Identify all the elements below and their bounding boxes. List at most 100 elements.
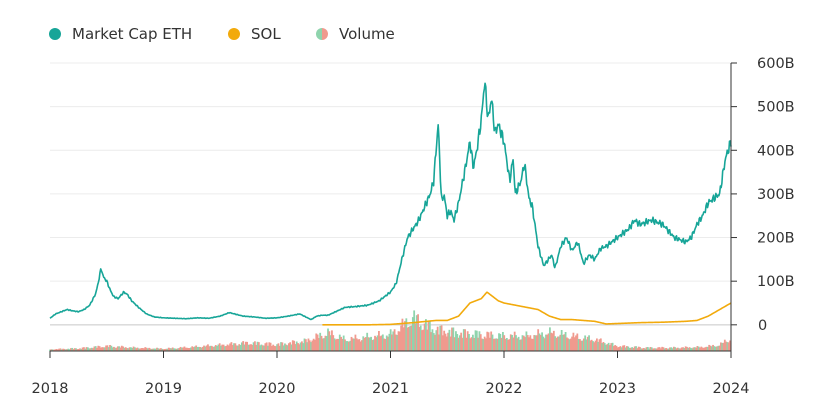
- volume-bar: [301, 341, 303, 351]
- volume-bar: [641, 348, 644, 351]
- volume-bar: [680, 347, 683, 351]
- volume-bar: [683, 347, 686, 351]
- volume-bar: [243, 344, 246, 351]
- volume-bar: [537, 329, 540, 351]
- volume-bar: [695, 347, 697, 351]
- volume-bar: [110, 345, 113, 351]
- volume-bar: [62, 348, 64, 351]
- volume-bar: [408, 326, 410, 351]
- volume-bar: [109, 344, 111, 351]
- volume-bar: [508, 339, 511, 351]
- volume-bar: [653, 348, 656, 351]
- volume-bar: [119, 347, 122, 351]
- y-tick-label-200b: 200B: [757, 231, 795, 247]
- volume-bar: [626, 346, 628, 351]
- volume-bar: [342, 335, 345, 351]
- volume-bar: [693, 347, 696, 351]
- volume-bar: [69, 348, 72, 351]
- volume-bar: [609, 345, 611, 351]
- volume-bar: [654, 348, 657, 351]
- volume-bar: [721, 342, 724, 351]
- volume-bar: [227, 345, 230, 351]
- volume-bar: [333, 338, 336, 351]
- volume-bar: [85, 347, 88, 351]
- volume-bar: [589, 340, 592, 351]
- volume-bar: [555, 337, 558, 351]
- volume-bar: [464, 329, 466, 351]
- volume-bar: [233, 343, 235, 351]
- volume-bar: [673, 346, 675, 351]
- volume-bar: [662, 347, 665, 351]
- volume-bar: [286, 345, 289, 351]
- volume-bar: [432, 333, 435, 351]
- volume-bar: [263, 345, 265, 351]
- volume-bar: [122, 346, 124, 351]
- volume-bar: [106, 345, 109, 351]
- grid: [50, 62, 731, 326]
- x-tick-label-2018: 2018: [32, 381, 69, 397]
- volume-bar: [167, 347, 170, 351]
- volume-bar: [581, 340, 584, 351]
- volume-bar: [102, 347, 105, 351]
- volume-bar: [575, 335, 577, 351]
- volume-bar: [225, 345, 228, 351]
- volume-bar: [447, 332, 450, 351]
- volume-bar: [308, 340, 311, 351]
- volume-bar: [576, 333, 579, 351]
- volume-bar: [402, 327, 405, 351]
- volume-bar: [278, 345, 281, 351]
- volume-bar: [334, 339, 337, 351]
- volume-bar: [64, 349, 67, 351]
- volume-bar: [150, 348, 153, 351]
- volume-bar: [610, 343, 613, 351]
- volume-bar: [564, 332, 567, 351]
- volume-bar: [81, 347, 84, 351]
- volume-bar: [337, 338, 340, 351]
- volume-bar: [79, 348, 81, 351]
- volume-bar: [265, 342, 268, 351]
- volume-bar: [173, 348, 175, 351]
- volume-bar: [103, 347, 106, 351]
- volume-bar: [293, 340, 295, 351]
- volume-bar: [114, 347, 117, 351]
- volume-bar: [704, 347, 707, 351]
- volume-bar: [325, 336, 328, 351]
- volume-bar: [312, 338, 315, 351]
- x-tick-label-2021: 2021: [372, 381, 409, 397]
- volume-bar: [323, 338, 326, 351]
- volume-bar: [199, 347, 202, 351]
- volume-bar: [717, 345, 720, 351]
- volume-bar: [178, 348, 181, 351]
- volume-bar: [547, 333, 550, 351]
- volume-bar: [394, 334, 397, 351]
- volume-bar: [329, 335, 332, 351]
- volume-bar: [321, 338, 324, 351]
- volume-bar: [472, 334, 474, 351]
- volume-bar: [623, 345, 626, 351]
- volume-bar: [451, 327, 453, 351]
- volume-bar: [708, 344, 711, 351]
- volume-bar: [316, 334, 319, 351]
- volume-bar: [436, 326, 439, 351]
- volume-bar: [439, 325, 442, 351]
- x-tick-label-2022: 2022: [486, 381, 523, 397]
- volume-bar: [530, 338, 533, 351]
- volume-bar: [554, 336, 557, 351]
- volume-bar: [208, 346, 211, 351]
- volume-bar: [511, 334, 513, 351]
- volume-bar: [348, 341, 350, 351]
- volume-bar: [413, 310, 416, 351]
- volume-bar: [306, 342, 309, 351]
- volume-bar: [180, 347, 183, 351]
- volume-bar: [562, 335, 564, 351]
- volume-bar: [502, 331, 504, 351]
- volume-bar: [434, 334, 436, 351]
- legend-label-volume: Volume: [339, 25, 395, 43]
- volume-bar: [594, 340, 597, 351]
- volume-bar: [63, 348, 66, 351]
- volume-bar: [663, 348, 666, 351]
- volume-bar: [448, 329, 451, 351]
- volume-bar: [222, 344, 225, 351]
- volume-bar: [135, 348, 138, 351]
- volume-bar: [192, 347, 195, 351]
